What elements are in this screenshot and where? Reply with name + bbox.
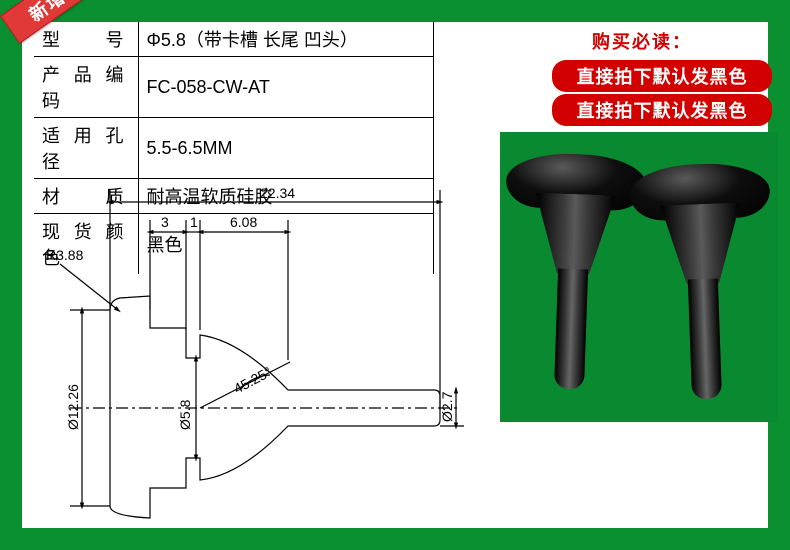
spec-label: 适用孔径 [34,118,138,179]
spec-value: FC-058-CW-AT [138,57,434,118]
dim-r: R3.88 [46,247,84,263]
dim-d-tip: Ø2.7 [439,391,455,422]
dim-total-len: 22.34 [260,185,295,201]
dim-seg: 6.08 [230,214,257,230]
product-plug-icon [504,152,642,396]
spec-label: 型 号 [34,22,138,57]
spec-value: 5.5-6.5MM [138,118,434,179]
spec-label: 产品编码 [34,57,138,118]
buy-notice-title: 购买必读： [592,28,692,54]
dim-d-outer: Ø12.26 [65,384,81,430]
dim-gap1: 3 [161,214,169,230]
product-plug-icon [634,162,772,406]
spec-value: Φ5.8（带卡槽 长尾 凹头） [138,22,434,57]
dim-angle: 45.25° [231,363,274,396]
notice-badge: 直接拍下默认发黑色 [552,94,772,126]
dim-d-mid: Ø5.8 [177,399,193,430]
table-row: 适用孔径 5.5-6.5MM [34,118,434,179]
product-photo [500,132,778,422]
table-row: 产品编码 FC-058-CW-AT [34,57,434,118]
notice-badge: 直接拍下默认发黑色 [552,60,772,92]
dimension-drawing: 22.34 3 1 6.08 R3.88 Ø12.26 Ø5.8 45.25° … [40,180,480,530]
table-row: 型 号 Φ5.8（带卡槽 长尾 凹头） [34,22,434,57]
dim-gap2: 1 [190,214,198,230]
